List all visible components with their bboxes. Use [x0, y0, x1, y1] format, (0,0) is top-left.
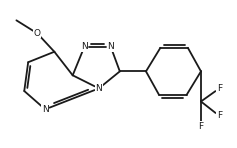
- Text: N: N: [96, 84, 102, 93]
- Text: F: F: [198, 122, 204, 131]
- Text: O: O: [34, 29, 41, 38]
- Text: F: F: [217, 111, 222, 120]
- Text: F: F: [217, 84, 222, 93]
- Text: N: N: [107, 42, 114, 51]
- Text: N: N: [42, 105, 49, 114]
- Text: N: N: [81, 42, 88, 51]
